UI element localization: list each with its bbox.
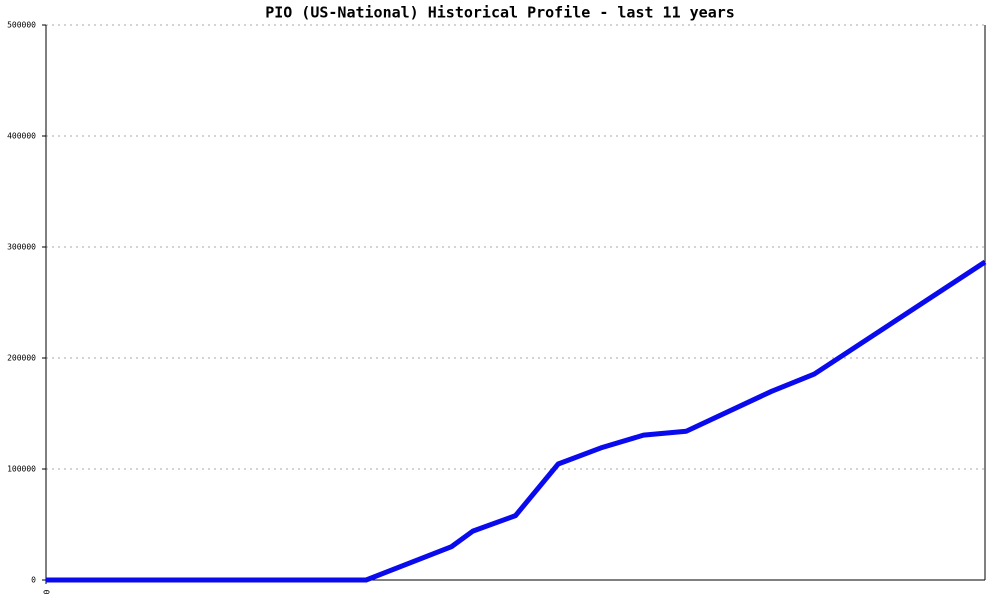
- y-tick-label: 300000: [7, 243, 36, 252]
- y-tick-label: 100000: [7, 465, 36, 474]
- chart-title: PIO (US-National) Historical Profile - l…: [265, 4, 735, 22]
- y-tick-label: 200000: [7, 354, 36, 363]
- x-tick-label: 0: [42, 590, 51, 595]
- y-tick-label: 400000: [7, 132, 36, 141]
- data-line: [46, 259, 987, 583]
- y-tick-label: 500000: [7, 21, 36, 30]
- y-tick-label: 0: [31, 576, 36, 585]
